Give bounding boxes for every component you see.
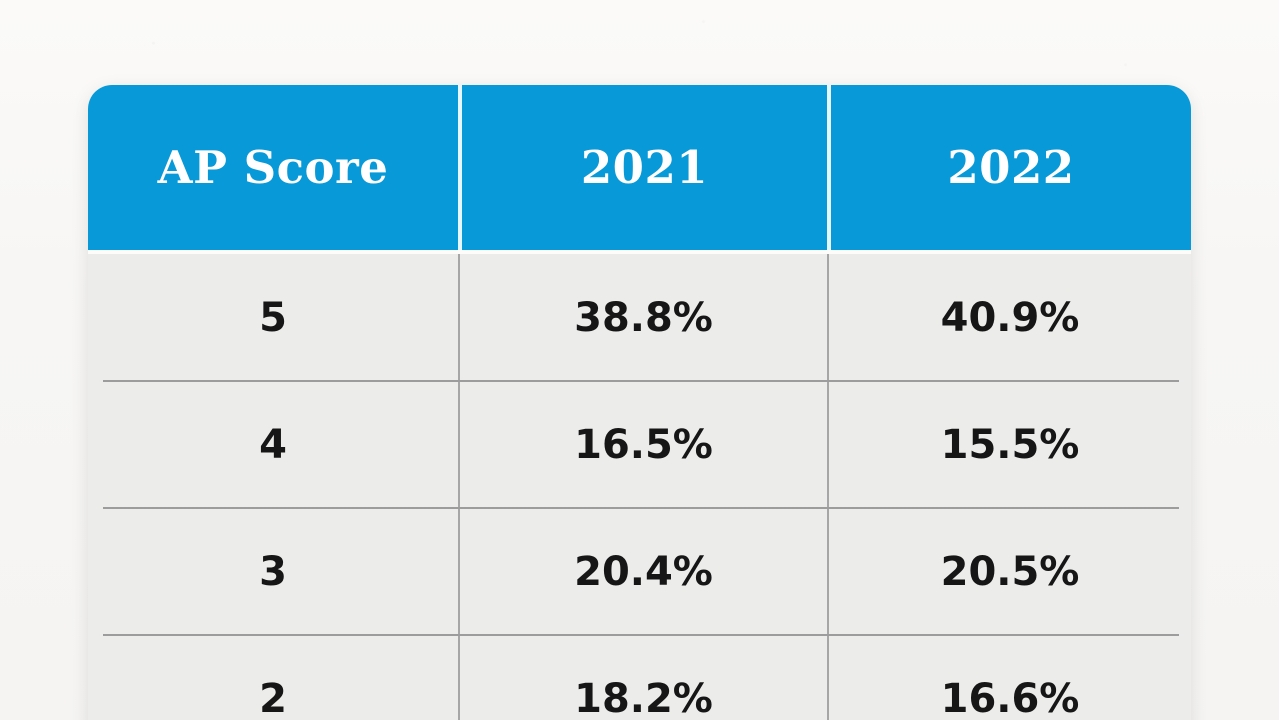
cell-2022-value: 15.5% bbox=[827, 381, 1191, 508]
cell-score: 3 bbox=[259, 548, 287, 595]
cell-2022-value: 20.5% bbox=[827, 508, 1191, 635]
table-body: 5 38.8% 40.9% 4 16.5% 15.5% 3 20.4% 20.5… bbox=[88, 254, 1191, 720]
table-header-row: AP Score 2021 2022 bbox=[88, 85, 1191, 250]
cell-score: 4 bbox=[259, 421, 287, 468]
table-row-score-2: 2 18.2% 16.6% bbox=[88, 634, 1191, 720]
table-row-score-5: 5 38.8% 40.9% bbox=[88, 254, 1191, 381]
table-row-score-3: 3 20.4% 20.5% bbox=[88, 507, 1191, 635]
cell-2022-value: 16.6% bbox=[827, 635, 1191, 720]
cell-2021-value: 38.8% bbox=[458, 254, 827, 381]
cell-score: 5 bbox=[259, 294, 287, 341]
table-row-score-4: 4 16.5% 15.5% bbox=[88, 380, 1191, 508]
cell-score: 2 bbox=[259, 675, 287, 720]
cell-2021-value: 18.2% bbox=[458, 635, 827, 720]
header-body-divider bbox=[88, 250, 1191, 254]
ap-score-table: AP Score 2021 2022 5 38.8% 40.9% 4 16.5%… bbox=[88, 85, 1191, 720]
header-cell-ap-score: AP Score bbox=[157, 141, 389, 194]
cell-2021-value: 20.4% bbox=[458, 508, 827, 635]
header-cell-2021: 2021 bbox=[458, 85, 827, 250]
cell-2022-value: 40.9% bbox=[827, 254, 1191, 381]
cell-2021-value: 16.5% bbox=[458, 381, 827, 508]
header-cell-2022: 2022 bbox=[827, 85, 1191, 250]
